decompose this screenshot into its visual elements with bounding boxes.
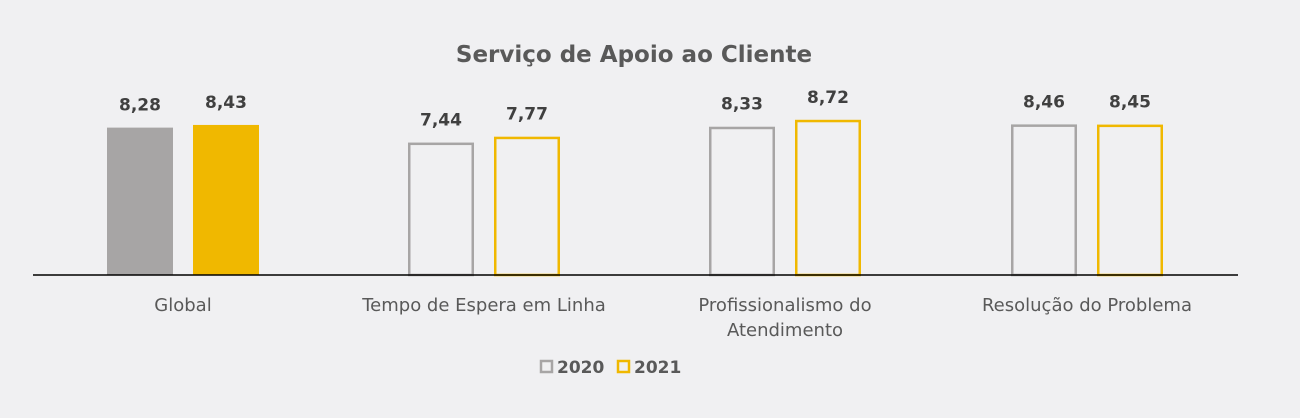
value-label-2021-global: 8,43 xyxy=(205,93,247,113)
category-label: Global xyxy=(154,295,211,316)
bar-2020-profissionalismo-do-atendimento xyxy=(709,126,775,277)
chart-title: Serviço de Apoio ao Cliente xyxy=(456,42,812,68)
category-label: Tempo de Espera em Linha xyxy=(361,295,606,316)
value-label-2021-profissionalismo-do-atendimento: 8,72 xyxy=(807,88,849,108)
bar-2020-tempo-de-espera-em-linha xyxy=(408,142,474,277)
bars-group xyxy=(107,119,1163,277)
legend-label-2021: 2021 xyxy=(634,358,681,378)
value-label-2021-tempo-de-espera-em-linha: 7,77 xyxy=(506,105,548,125)
bar-2021-profissionalismo-do-atendimento xyxy=(795,119,861,277)
bar-2021-resolucao-do-problema xyxy=(1097,124,1163,277)
category-label: Profissionalismo do Atendimento xyxy=(698,295,871,341)
legend-label-2020: 2020 xyxy=(557,358,604,378)
value-labels-group: 8,28 8,43 7,44 7,77 8,33 8,72 8,46 8,45 xyxy=(119,88,1151,131)
legend: 2020 2021 xyxy=(539,358,681,378)
bar-2021-tempo-de-espera-em-linha xyxy=(494,136,560,277)
legend-swatch-2020 xyxy=(539,359,554,374)
category-labels-group: Global Tempo de Espera em Linha Profission… xyxy=(154,295,1192,341)
bar-2020-global xyxy=(107,127,173,275)
value-label-2020-tempo-de-espera-em-linha: 7,44 xyxy=(420,111,462,131)
value-label-2020-resolucao-do-problema: 8,46 xyxy=(1023,92,1065,112)
category-label: Resolução do Problema xyxy=(982,295,1192,316)
value-label-2021-resolucao-do-problema: 8,45 xyxy=(1109,93,1151,113)
bar-2021-global xyxy=(193,124,259,275)
legend-swatch-2021 xyxy=(616,359,631,374)
value-label-2020-global: 8,28 xyxy=(119,96,161,116)
bar-2020-resolucao-do-problema xyxy=(1011,124,1077,277)
value-label-2020-profissionalismo-do-atendimento: 8,33 xyxy=(721,95,763,115)
